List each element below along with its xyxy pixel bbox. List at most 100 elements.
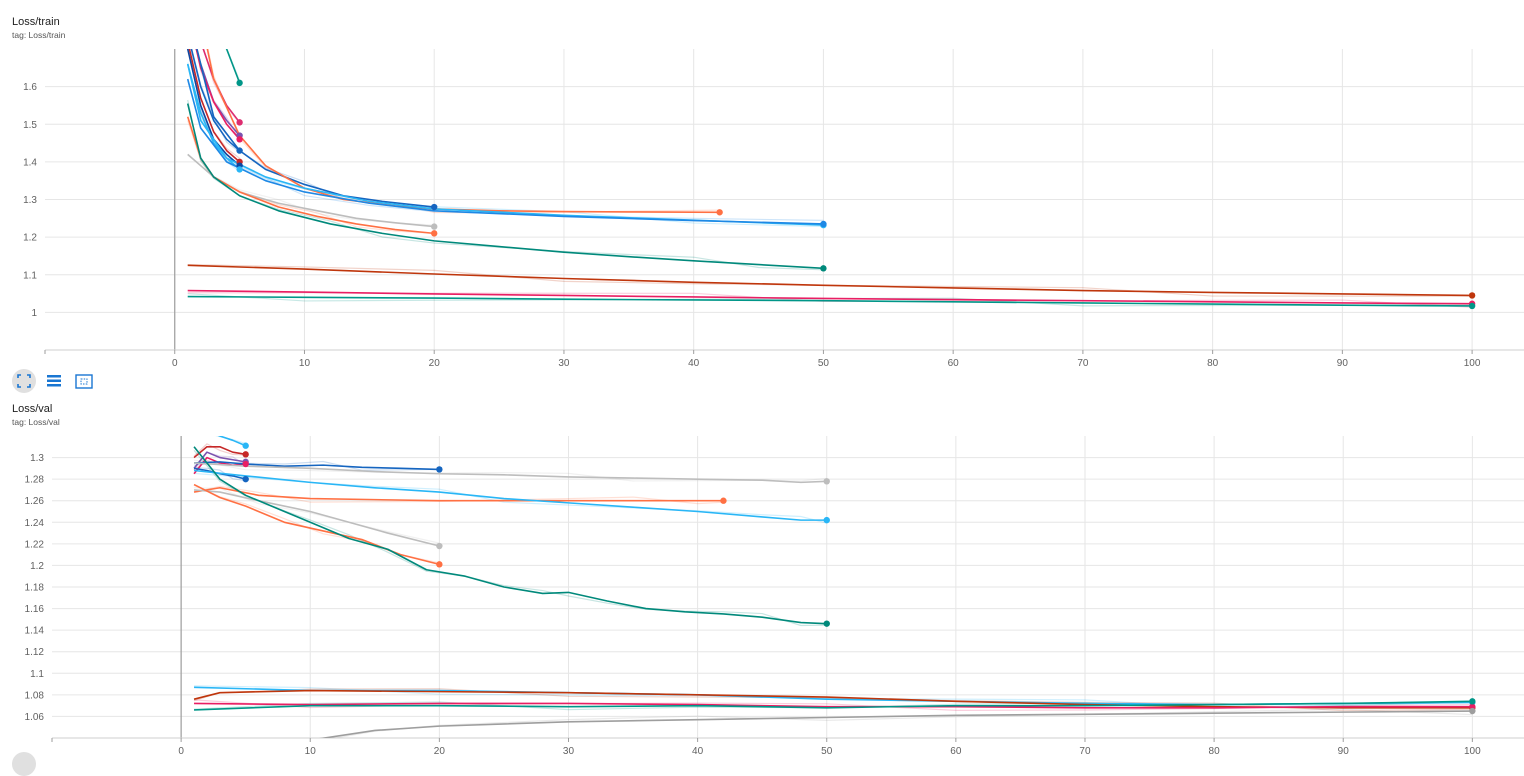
series-raw-line [194,467,246,482]
series-end-point[interactable] [1468,302,1476,310]
series-line[interactable] [193,469,827,521]
series-raw-line [187,264,1473,297]
series-line[interactable] [194,702,1473,709]
series-line[interactable] [187,295,1473,307]
series-raw-line [187,120,435,234]
y-tick-label: 1.4 [23,157,37,168]
series-end-point[interactable] [436,466,443,473]
series-end-point[interactable] [236,147,243,154]
val-loss-chart[interactable]: 0 10 20 30 40 50 60 70 80 90 100 1.06 1.08 1.1 1.12 1.1… [0,396,1524,759]
x-tick-label: 50 [818,358,830,368]
x-tick-label: 80 [1207,358,1219,368]
series-end-point[interactable] [242,451,249,458]
x-tick-label: 10 [299,358,311,368]
series-end-point[interactable] [1469,707,1476,715]
series-line[interactable] [188,41,241,163]
series-end-point[interactable] [431,223,438,230]
series-raw-line [187,62,824,228]
series-end-point[interactable] [823,620,830,627]
data-table-button[interactable] [42,369,66,393]
series-end-point[interactable] [236,166,243,173]
series-end-point[interactable] [242,475,249,483]
series-end-point[interactable] [236,119,243,126]
series-line[interactable] [193,486,724,502]
x-tick-label: 20 [429,358,441,368]
series-raw-line [331,708,1473,738]
y-tick-label: 1.5 [23,120,37,131]
chart-toolbar [12,368,96,394]
fullscreen-icon [17,374,31,388]
fit-domain-icon [75,373,93,389]
series-line[interactable] [194,686,1473,706]
y-tick-label: 1.3 [23,195,37,206]
series-end-point[interactable] [823,516,830,524]
y-tick-label: 1.2 [30,561,44,572]
x-tick-label: 0 [172,358,178,368]
series-end-point[interactable] [431,230,438,237]
series-end-point[interactable] [820,265,827,272]
series-end-point[interactable] [242,442,249,449]
series-line[interactable] [193,462,827,484]
chart-tag: tag: Loss/train [12,30,66,40]
series-end-point[interactable] [820,220,827,228]
series-line[interactable] [194,700,1473,711]
y-tick-label: 1.18 [25,583,45,594]
x-tick-label: 30 [563,746,575,757]
x-tick-label: 40 [692,746,704,757]
series-end-point[interactable] [236,136,243,143]
y-tick-label: 1.14 [25,626,45,637]
series-line[interactable] [193,489,440,547]
series-end-point[interactable] [436,561,443,568]
series-raw-line [195,49,435,209]
series-line[interactable] [193,446,827,625]
series-line[interactable] [187,289,1473,305]
series-line[interactable] [194,425,246,447]
train-loss-chart[interactable]: 0 10 20 30 40 50 60 70 80 90 100 1 1.1 1.2 1.3 1.4 1.5 1.… [0,0,1524,368]
series-line[interactable] [186,116,435,235]
chart-card-train: Loss/train tag: Loss/train 0 10 20 30 40 50 60… [0,0,1524,368]
series-end-point[interactable] [716,209,723,216]
x-tick-label: 60 [948,358,960,368]
x-tick-label: 80 [1209,746,1221,757]
series-line[interactable] [186,78,824,225]
series-line[interactable] [186,103,824,270]
y-tick-label: 1.26 [25,496,45,507]
series-line[interactable] [186,63,241,171]
y-tick-label: 1.06 [25,712,45,723]
series-layer [193,425,1473,740]
y-tick-label: 1 [31,308,37,319]
series-raw-line [193,484,440,564]
fullscreen-button[interactable] [12,369,36,393]
series-end-point[interactable] [1468,292,1476,299]
y-tick-label: 1.22 [25,539,45,550]
fullscreen-button-val[interactable] [12,752,36,776]
y-tick-label: 1.16 [25,604,45,615]
series-end-point[interactable] [720,497,727,504]
series-line[interactable] [310,710,1473,740]
series-line[interactable] [188,11,241,140]
chart-title: Loss/train [12,16,60,28]
series-line[interactable] [188,0,241,84]
series-line[interactable] [193,445,246,459]
x-tick-label: 100 [1464,358,1481,368]
y-tick-label: 1.28 [25,475,45,486]
series-line[interactable] [188,34,241,152]
series-end-point[interactable] [236,79,243,87]
series-line[interactable] [194,461,440,471]
chart-card-val: Loss/val tag: Loss/val 0 10 20 30 40 50 60 70 80… [0,396,1524,759]
series-raw-line [193,443,246,457]
series-end-point[interactable] [242,460,249,468]
series-line[interactable] [188,11,435,208]
y-tick-label: 1.3 [30,453,44,464]
x-tick-label: 90 [1338,746,1350,757]
x-tick-label: 0 [178,746,184,757]
series-layer [186,0,1473,308]
series-end-point[interactable] [1469,698,1476,705]
series-end-point[interactable] [431,203,438,211]
x-tick-label: 70 [1077,358,1089,368]
series-line[interactable] [187,264,1473,297]
x-tick-label: 60 [950,746,962,757]
fit-domain-button[interactable] [72,369,96,393]
series-end-point[interactable] [823,478,830,485]
series-end-point[interactable] [436,542,443,550]
